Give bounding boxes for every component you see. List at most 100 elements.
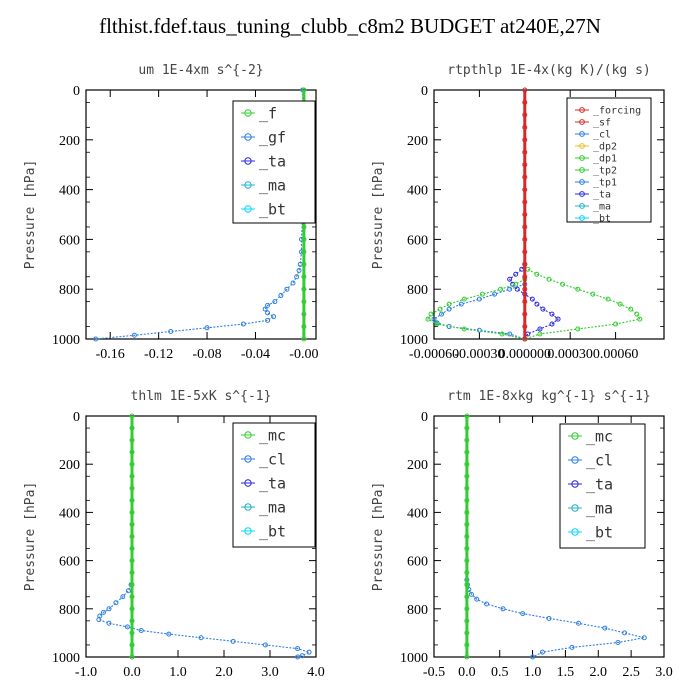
y-tick-label: 1000 [52,333,80,348]
data-point [569,644,575,650]
y-tick-label: 800 [407,603,428,618]
x-tick-label: 4.0 [307,665,325,680]
y-tick-label: 0 [73,84,80,99]
legend-label: _cl [259,450,286,468]
series-line [524,268,641,340]
y-tick-label: 600 [59,233,80,248]
chart-panel-4: rtm 1E-8xkg kg^{-1} s^{-1} Pressure [hPa]… [371,389,673,680]
data-point [464,485,470,491]
data-point [464,534,470,539]
data-point [522,162,528,168]
data-point [129,521,135,527]
series-line [466,579,645,658]
legend-label: _mc [259,426,286,444]
legend-label: _ma [586,499,613,517]
data-point [507,276,513,282]
data-point [295,646,301,652]
legend-label: _ta [593,190,611,201]
legend-marker [571,528,579,536]
data-point [522,112,528,118]
data-point [138,627,144,633]
x-tick-label: 0.0 [123,665,141,680]
data-point [272,299,278,305]
legend-label: _gf [259,128,286,146]
data-point [537,331,543,337]
legend-marker [571,504,579,512]
legend-label: _cl [586,451,613,469]
x-tick-label: 1.0 [169,665,187,680]
legend-marker [579,131,585,137]
data-point [522,324,528,330]
legend-marker [244,431,252,439]
data-point [129,425,135,431]
series-tp1 [431,281,528,342]
data-point [299,653,305,659]
legend: _mc _cl _ta _ma _bt [559,423,646,549]
legend-marker [244,527,252,535]
data-point [166,631,172,637]
y-tick-label: 1000 [400,651,428,666]
x-tick-label: -0.04 [241,347,270,362]
data-point [464,449,470,455]
x-tick-label: 0.5 [491,665,509,680]
data-point [129,509,135,515]
data-point [295,654,301,660]
x-tick-label: -0.00 [289,347,318,362]
legend-marker [579,143,585,149]
data-point [546,276,552,282]
data-point [113,600,119,606]
y-tick-label: 1000 [52,651,80,666]
legend: _forcing_sf_cl_dp2_dp1_tp2_tp1_ta_ma_bt [566,97,652,225]
x-tick-label: 0.000000 [499,347,552,362]
data-point [129,606,135,612]
data-point [617,301,623,307]
chart-panel-2: rtpthlp 1E-4x(kg K)/(kg s) Pressure [hPa]… [371,63,665,362]
data-point [265,302,271,308]
plot-frame [85,89,317,340]
series-line [433,283,525,340]
data-point [129,582,135,588]
series-line [427,278,526,340]
legend-label: _tp2 [593,166,617,177]
x-tick-label: -0.00030 [454,347,504,362]
data-point [522,224,528,230]
series-line [98,584,311,658]
data-point [522,137,528,143]
legend-marker [579,215,585,221]
data-point [129,546,135,552]
legend-marker [571,432,579,440]
y-tick-label: 400 [407,506,428,521]
data-point [628,306,634,312]
data-point [464,521,470,527]
data-point [129,449,135,455]
data-point [301,224,307,230]
data-point [431,316,437,322]
data-point [461,326,467,332]
data-point [168,329,174,335]
legend-label: _ta [586,475,613,493]
data-point [96,617,102,623]
data-point [129,497,135,503]
series-cl [464,577,647,660]
y-axis-label: Pressure [hPa] [371,482,386,592]
data-point [296,268,302,274]
data-point [464,546,470,552]
x-tick-label: 3.0 [261,665,279,680]
data-point [474,596,480,602]
panel-title: um 1E-4xm s^{-2} [138,63,263,78]
legend-marker [579,203,585,209]
y-tick-label: 600 [407,233,428,248]
data-point [519,266,525,272]
data-point [204,325,210,331]
data-point [106,606,112,612]
legend-label: _bt [259,200,286,218]
legend-marker [579,155,585,161]
data-point [262,642,268,648]
data-point [106,620,112,626]
data-point [479,291,485,297]
data-point [560,281,566,287]
data-point [605,296,611,302]
data-point [124,624,130,630]
data-point [522,249,528,255]
data-point [484,601,490,607]
